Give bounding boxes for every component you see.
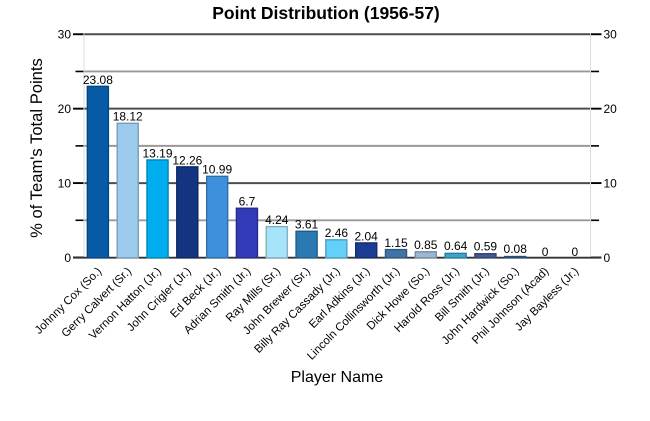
svg-text:2.46: 2.46	[325, 226, 349, 240]
svg-text:20: 20	[604, 102, 618, 116]
svg-text:2.04: 2.04	[355, 229, 379, 243]
svg-text:0.64: 0.64	[444, 239, 468, 253]
svg-text:30: 30	[58, 28, 72, 42]
svg-text:0: 0	[604, 251, 611, 265]
svg-text:3.61: 3.61	[295, 218, 319, 232]
svg-text:12.26: 12.26	[172, 153, 202, 167]
svg-text:0.85: 0.85	[414, 238, 438, 252]
svg-text:10.99: 10.99	[202, 163, 232, 177]
svg-text:13.19: 13.19	[143, 146, 173, 160]
svg-text:Point Distribution (1956-57): Point Distribution (1956-57)	[212, 3, 440, 23]
svg-text:0: 0	[542, 245, 549, 259]
svg-text:Player Name: Player Name	[291, 369, 384, 386]
svg-text:23.08: 23.08	[83, 73, 113, 87]
svg-text:18.12: 18.12	[113, 110, 143, 124]
svg-text:6.7: 6.7	[239, 195, 256, 209]
svg-text:% of Team's Total Points: % of Team's Total Points	[27, 58, 46, 238]
svg-text:10: 10	[604, 176, 618, 190]
svg-text:30: 30	[604, 28, 618, 42]
svg-text:1.15: 1.15	[384, 236, 408, 250]
svg-text:10: 10	[58, 176, 72, 190]
svg-text:0.08: 0.08	[504, 242, 528, 256]
svg-text:0: 0	[64, 251, 71, 265]
svg-text:4.24: 4.24	[265, 213, 289, 227]
svg-text:0: 0	[572, 245, 579, 259]
svg-text:0.59: 0.59	[474, 240, 498, 254]
svg-text:20: 20	[58, 102, 72, 116]
